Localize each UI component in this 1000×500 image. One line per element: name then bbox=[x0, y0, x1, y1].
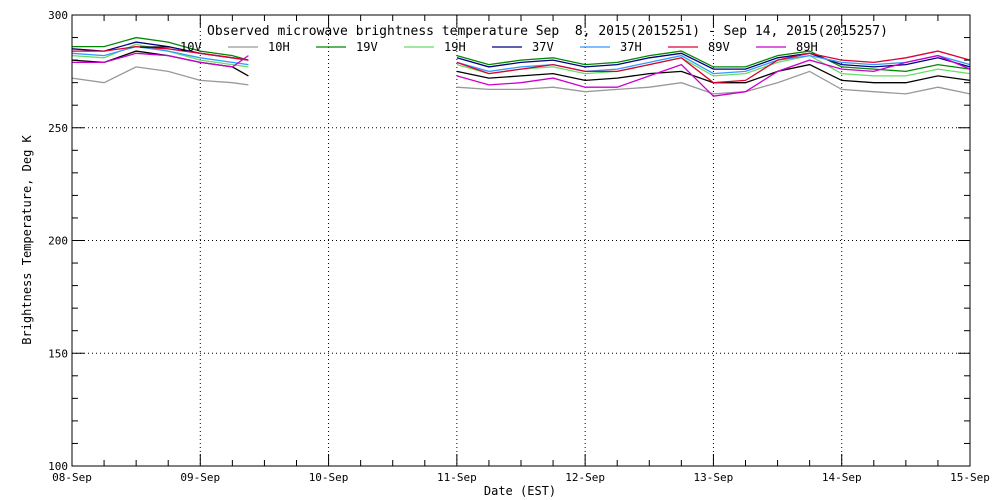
legend-label: 10H bbox=[268, 40, 290, 54]
x-tick-label: 15-Sep bbox=[950, 471, 990, 484]
series-line-89v bbox=[72, 45, 971, 84]
series-line-37v bbox=[71, 41, 971, 70]
x-tick-label: 13-Sep bbox=[694, 471, 734, 484]
axis-layer: 100 150 200 250 300 08-Sep 09-Sep 10-Sep 11-Sep 1… bbox=[48, 9, 990, 484]
legend-label: 19V bbox=[356, 40, 378, 54]
x-tick-label: 12-Sep bbox=[565, 471, 605, 484]
x-tick-label: 10-Sep bbox=[309, 471, 349, 484]
x-tick-label: 14-Sep bbox=[822, 471, 862, 484]
y-axis-label: Brightness Temperature, Deg K bbox=[20, 134, 34, 344]
x-tick-label: 09-Sep bbox=[180, 471, 220, 484]
legend-label: 89V bbox=[708, 40, 730, 54]
series-line-89h bbox=[72, 52, 971, 97]
chart-title: Observed microwave brightness temperatur… bbox=[207, 24, 888, 39]
x-tick-label: 11-Sep bbox=[437, 471, 477, 484]
series-line-19v bbox=[72, 36, 971, 73]
y-tick-label: 100 bbox=[48, 460, 68, 473]
legend: 10V 10H 19V 19H 37V 37H 89V 89H bbox=[140, 40, 818, 54]
legend-label: 10V bbox=[180, 40, 202, 54]
y-tick-label: 150 bbox=[48, 347, 68, 360]
grid-layer bbox=[72, 15, 970, 466]
legend-label: 89H bbox=[796, 40, 818, 54]
series-layer bbox=[71, 36, 971, 97]
series-line-37h bbox=[71, 45, 971, 75]
y-tick-label: 250 bbox=[48, 122, 68, 135]
legend-label: 37V bbox=[532, 40, 554, 54]
x-axis-label: Date (EST) bbox=[484, 484, 556, 498]
x-tick-label: 08-Sep bbox=[52, 471, 92, 484]
y-tick-label: 300 bbox=[48, 9, 68, 22]
legend-label: 37H bbox=[620, 40, 642, 54]
y-tick-label: 200 bbox=[48, 235, 68, 248]
legend-label: 19H bbox=[444, 40, 466, 54]
series-line-10h bbox=[71, 66, 971, 95]
